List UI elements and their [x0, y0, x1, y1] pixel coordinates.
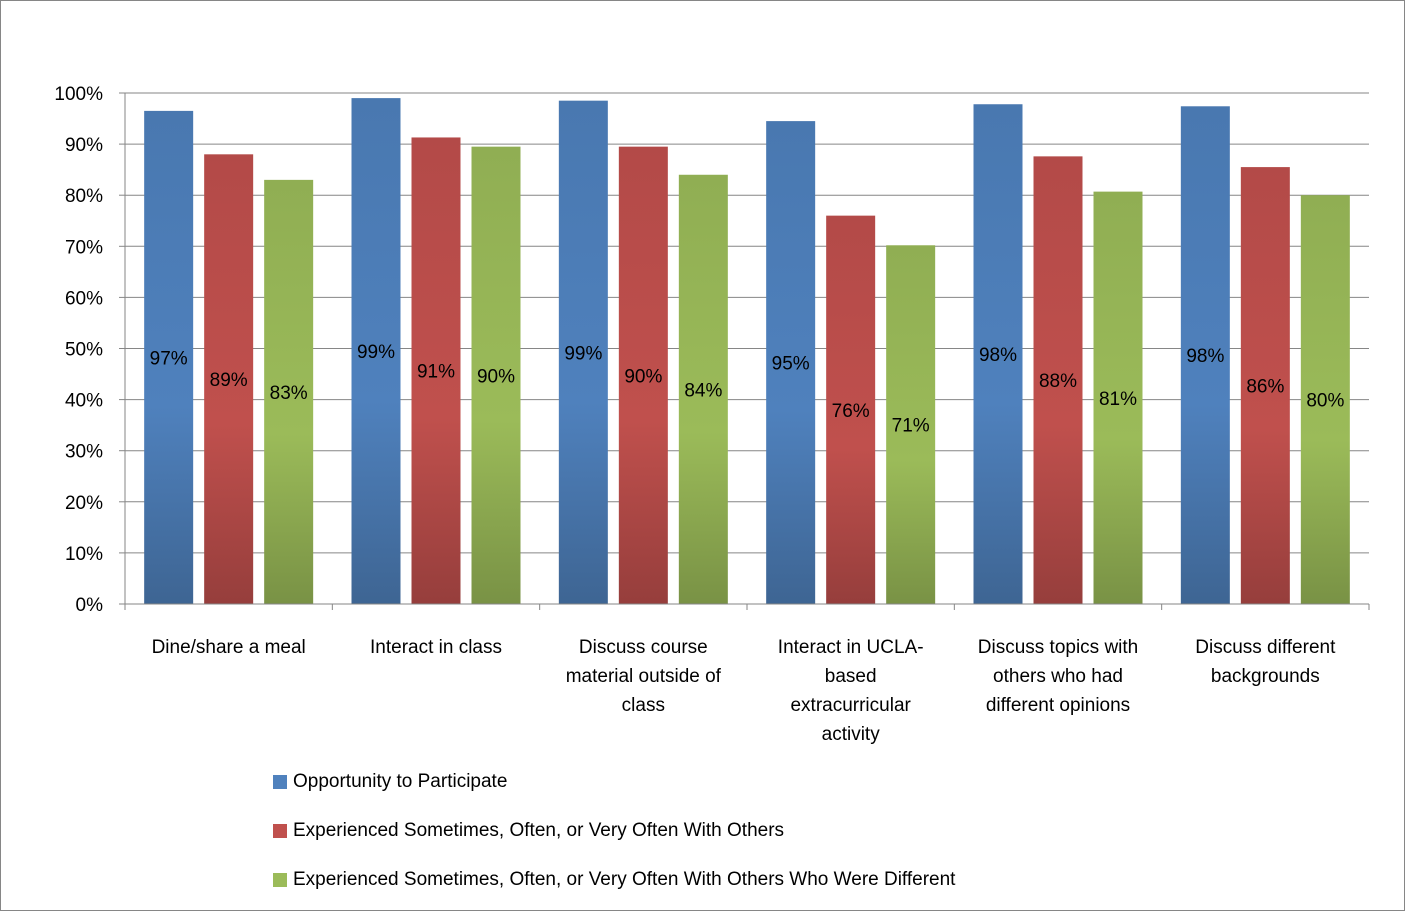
bar — [618, 146, 668, 604]
legend-item-0: Opportunity to Participate — [273, 769, 955, 794]
x-tick-label: activity — [822, 724, 881, 745]
data-label: 90% — [477, 366, 515, 387]
legend-swatch-2 — [273, 872, 287, 887]
bar — [973, 104, 1023, 604]
legend-label-2: Experienced Sometimes, Often, or Very Of… — [293, 868, 956, 890]
y-tick-label: 20% — [65, 493, 103, 514]
data-label: 86% — [1246, 377, 1284, 398]
labels: 0% 10% 20% 30% 40% 50% 60% 70% 80% 90% 100% 97% 89% 8… — [54, 84, 1344, 745]
legend-swatch-0 — [273, 774, 287, 789]
bar — [471, 146, 521, 604]
bar — [351, 98, 401, 605]
data-label: 91% — [417, 362, 455, 383]
x-tick-label: Interact in class — [370, 637, 502, 658]
y-tick-label: 70% — [65, 237, 103, 258]
data-label: 88% — [1039, 371, 1077, 392]
bar — [558, 100, 608, 604]
y-tick-label: 50% — [65, 340, 103, 361]
bar — [766, 121, 816, 604]
data-label: 71% — [892, 416, 930, 437]
x-tick-label: Discuss course — [579, 637, 708, 658]
data-label: 80% — [1306, 391, 1344, 412]
x-tick-label: material outside of — [566, 666, 722, 687]
x-tick-label: Discuss different — [1195, 637, 1336, 658]
data-label: 81% — [1099, 389, 1137, 410]
bar — [886, 245, 936, 604]
legend-label-1: Experienced Sometimes, Often, or Very Of… — [293, 819, 785, 841]
data-label: 98% — [1186, 346, 1224, 367]
data-label: 89% — [210, 370, 248, 391]
bar — [204, 154, 254, 604]
gridlines — [125, 92, 1369, 605]
y-tick-label: 100% — [54, 84, 103, 105]
bar — [411, 137, 461, 604]
data-label: 99% — [357, 342, 395, 363]
x-tick-label: others who had — [993, 666, 1123, 687]
data-label: 84% — [684, 380, 722, 401]
data-label: 98% — [979, 345, 1017, 366]
data-label: 76% — [832, 401, 870, 422]
x-tick-label: Discuss topics with — [978, 637, 1139, 658]
bars — [144, 98, 1350, 605]
y-tick-label: 30% — [65, 442, 103, 463]
axes — [119, 92, 1370, 610]
x-tick-label: Interact in UCLA- — [778, 637, 924, 658]
y-tick-label: 60% — [65, 288, 103, 309]
x-tick-label: Dine/share a meal — [152, 637, 306, 658]
bar — [678, 174, 728, 604]
x-tick-label: class — [622, 695, 665, 716]
bar — [264, 179, 314, 604]
x-tick-label: different opinions — [986, 695, 1130, 716]
x-tick-label: extracurricular — [790, 695, 911, 716]
x-tick-label: based — [825, 666, 877, 687]
x-tick-label: backgrounds — [1211, 666, 1320, 687]
y-tick-label: 90% — [65, 135, 103, 156]
data-label: 99% — [564, 343, 602, 364]
data-label: 90% — [624, 366, 662, 387]
legend-item-1: Experienced Sometimes, Often, or Very Of… — [273, 818, 955, 843]
data-label: 97% — [150, 348, 188, 369]
bar — [1300, 195, 1350, 604]
bar — [144, 110, 194, 604]
legend-item-2: Experienced Sometimes, Often, or Very Of… — [273, 867, 955, 892]
y-tick-label: 80% — [65, 186, 103, 207]
bar — [1180, 106, 1230, 604]
data-label: 95% — [772, 354, 810, 375]
data-label: 83% — [270, 383, 308, 404]
legend-swatch-1 — [273, 823, 287, 838]
bar — [1093, 191, 1143, 605]
y-tick-label: 40% — [65, 391, 103, 412]
legend: Opportunity to Participate Experienced S… — [273, 769, 955, 916]
bar — [1240, 167, 1290, 604]
legend-label-0: Opportunity to Participate — [293, 770, 508, 792]
bar — [826, 215, 876, 604]
y-tick-label: 0% — [76, 595, 104, 616]
bar — [1033, 156, 1083, 604]
y-tick-label: 10% — [65, 544, 103, 565]
